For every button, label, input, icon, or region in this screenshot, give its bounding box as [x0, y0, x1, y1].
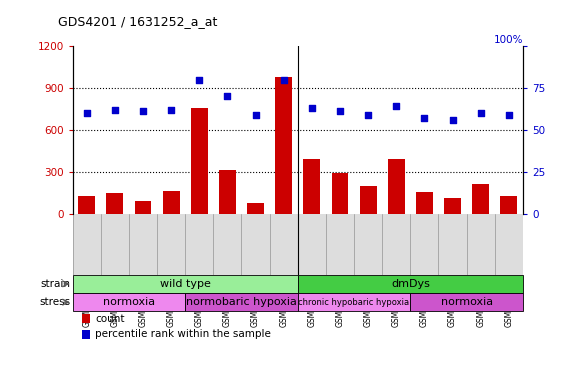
Text: normoxia: normoxia	[103, 297, 155, 307]
Text: percentile rank within the sample: percentile rank within the sample	[95, 329, 271, 339]
Bar	[472, 184, 489, 214]
Bar	[500, 195, 517, 214]
Bar	[163, 191, 180, 214]
Point	[279, 76, 288, 83]
Point	[364, 112, 373, 118]
Point	[476, 110, 485, 116]
Bar	[81, 329, 89, 339]
Point	[82, 110, 91, 116]
Bar	[78, 195, 95, 214]
Text: chronic hypobaric hypoxia: chronic hypobaric hypoxia	[299, 298, 410, 307]
Bar	[191, 108, 208, 214]
Text: normobaric hypoxia: normobaric hypoxia	[186, 297, 297, 307]
Point	[504, 112, 514, 118]
Text: 100%: 100%	[493, 35, 523, 45]
Bar	[416, 192, 433, 214]
Bar	[388, 159, 405, 214]
Bar	[135, 201, 152, 214]
Point	[392, 103, 401, 109]
Text: GDS4201 / 1631252_a_at: GDS4201 / 1631252_a_at	[58, 15, 217, 28]
Bar	[444, 198, 461, 214]
Point	[223, 93, 232, 99]
Text: count: count	[95, 314, 125, 324]
Bar	[410, 293, 523, 311]
Bar	[106, 194, 123, 214]
Point	[307, 105, 317, 111]
Bar	[73, 275, 297, 293]
Bar	[297, 275, 523, 293]
Point	[195, 76, 204, 83]
Bar	[360, 186, 376, 214]
Point	[110, 107, 120, 113]
Bar	[303, 159, 320, 214]
Text: strain: strain	[40, 279, 70, 289]
Point	[251, 112, 260, 118]
Bar	[219, 170, 236, 214]
Point	[448, 117, 457, 123]
Bar	[247, 202, 264, 214]
Point	[335, 108, 345, 114]
Bar	[297, 293, 410, 311]
Bar	[275, 77, 292, 214]
Bar	[185, 293, 297, 311]
Bar	[81, 314, 89, 323]
Point	[419, 115, 429, 121]
Bar	[73, 293, 185, 311]
Text: dmDys: dmDys	[391, 279, 430, 289]
Point	[167, 107, 176, 113]
Text: normoxia: normoxia	[440, 297, 493, 307]
Point	[138, 108, 148, 114]
Bar	[332, 172, 349, 214]
Text: wild type: wild type	[160, 279, 211, 289]
Text: stress: stress	[40, 297, 70, 307]
